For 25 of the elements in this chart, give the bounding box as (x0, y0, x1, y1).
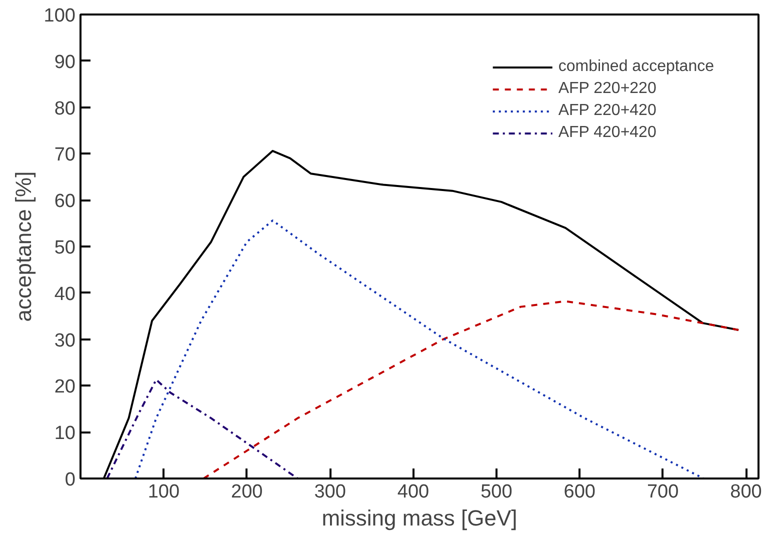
y-tick-label: 100 (44, 6, 76, 26)
legend-label: AFP 220+220 (558, 80, 656, 98)
y-tick-label: 50 (54, 238, 76, 258)
x-tick-label: 300 (314, 482, 346, 502)
x-tick-label: 500 (480, 482, 512, 502)
y-tick-label: 10 (54, 423, 76, 444)
x-axis-title: missing mass [GeV] (322, 506, 518, 530)
y-tick-label: 60 (54, 191, 76, 212)
x-tick-label: 600 (564, 482, 596, 502)
y-tick-label: 90 (54, 52, 76, 73)
x-tick-label: 100 (148, 482, 180, 502)
x-tick-label: 200 (231, 482, 263, 502)
y-tick-label: 40 (54, 284, 76, 305)
x-tick-label: 700 (646, 482, 679, 502)
y-tick-label: 20 (54, 376, 76, 398)
y-tick-label: 0 (64, 470, 76, 490)
x-tick-label: 400 (397, 482, 430, 502)
y-tick-label: 80 (54, 98, 76, 120)
y-tick-label: 30 (54, 330, 76, 352)
legend-label: AFP 220+420 (558, 102, 656, 120)
y-tick-label: 70 (54, 144, 76, 166)
y-axis-title: acceptance [%] (10, 171, 36, 322)
x-tick-label: 800 (730, 482, 762, 502)
legend-label: combined acceptance (558, 58, 714, 76)
legend-label: AFP 420+420 (558, 124, 656, 142)
